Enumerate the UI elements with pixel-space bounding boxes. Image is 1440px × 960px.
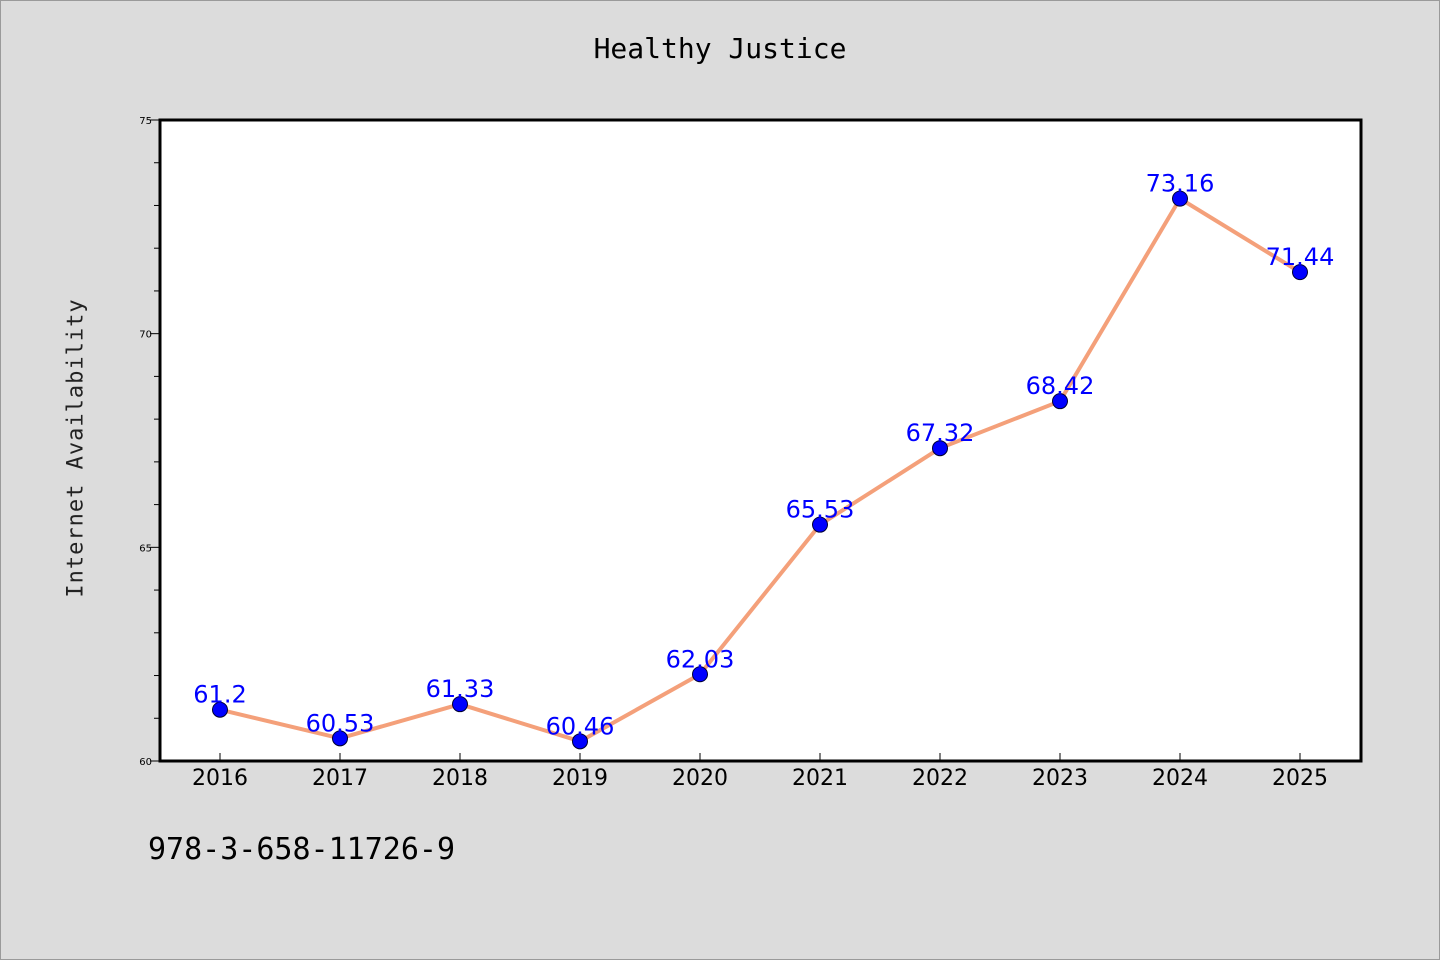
chart-title: Healthy Justice	[593, 32, 847, 65]
data-point	[572, 733, 588, 750]
data-point	[1052, 393, 1068, 410]
y-tick-label: 60	[139, 757, 152, 768]
data-point	[692, 666, 708, 683]
data-label-group: 61.2 60.53 61.33 60.46 62.03 65.53 67.32 68.42 7…	[193, 170, 1334, 741]
x-tick-label: 2023	[1032, 766, 1088, 791]
data-label: 67.32	[906, 419, 975, 447]
data-point	[932, 440, 948, 457]
data-label: 61.2	[193, 681, 246, 709]
plot-area	[158, 118, 1363, 763]
x-tick-label: 2022	[912, 766, 968, 791]
data-point	[452, 696, 468, 713]
x-tick-label: 2016	[192, 766, 248, 791]
x-tick-label: 2019	[552, 766, 608, 791]
data-point	[332, 730, 348, 747]
data-label: 60.53	[306, 709, 375, 737]
data-label: 65.53	[786, 496, 855, 524]
y-axis: 60 65 70 75	[139, 116, 160, 768]
isbn-text: 978-3-658-11726-9	[148, 832, 456, 867]
series-line	[218, 196, 1302, 744]
x-tick-label: 2018	[432, 766, 488, 791]
data-point	[1172, 190, 1188, 207]
series-line-group	[212, 190, 1308, 750]
data-point	[212, 701, 228, 718]
x-tick-label: 2017	[312, 766, 368, 791]
data-label: 73.16	[1146, 170, 1215, 198]
y-tick-label: 75	[139, 116, 152, 127]
y-tick-label: 65	[139, 543, 152, 554]
data-label: 62.03	[666, 645, 735, 673]
data-point	[1292, 264, 1308, 281]
data-label: 71.44	[1266, 243, 1335, 271]
x-tick-label: 2025	[1272, 766, 1328, 791]
data-label: 60.46	[546, 712, 615, 740]
x-tick-label: 2020	[672, 766, 728, 791]
x-tick-label: 2021	[792, 766, 848, 791]
data-label: 61.33	[426, 675, 495, 703]
data-label: 68.42	[1026, 372, 1095, 400]
x-axis: 2016 2017 2018 2019 2020 2021 2022 2023 2024 2025	[192, 753, 1328, 791]
x-tick-label: 2024	[1152, 766, 1208, 791]
data-point	[812, 516, 828, 533]
y-tick-label: 70	[139, 330, 152, 341]
